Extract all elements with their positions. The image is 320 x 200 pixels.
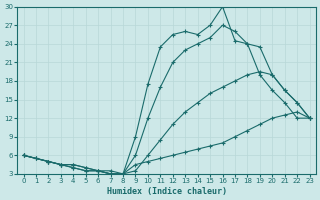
X-axis label: Humidex (Indice chaleur): Humidex (Indice chaleur) (107, 187, 227, 196)
